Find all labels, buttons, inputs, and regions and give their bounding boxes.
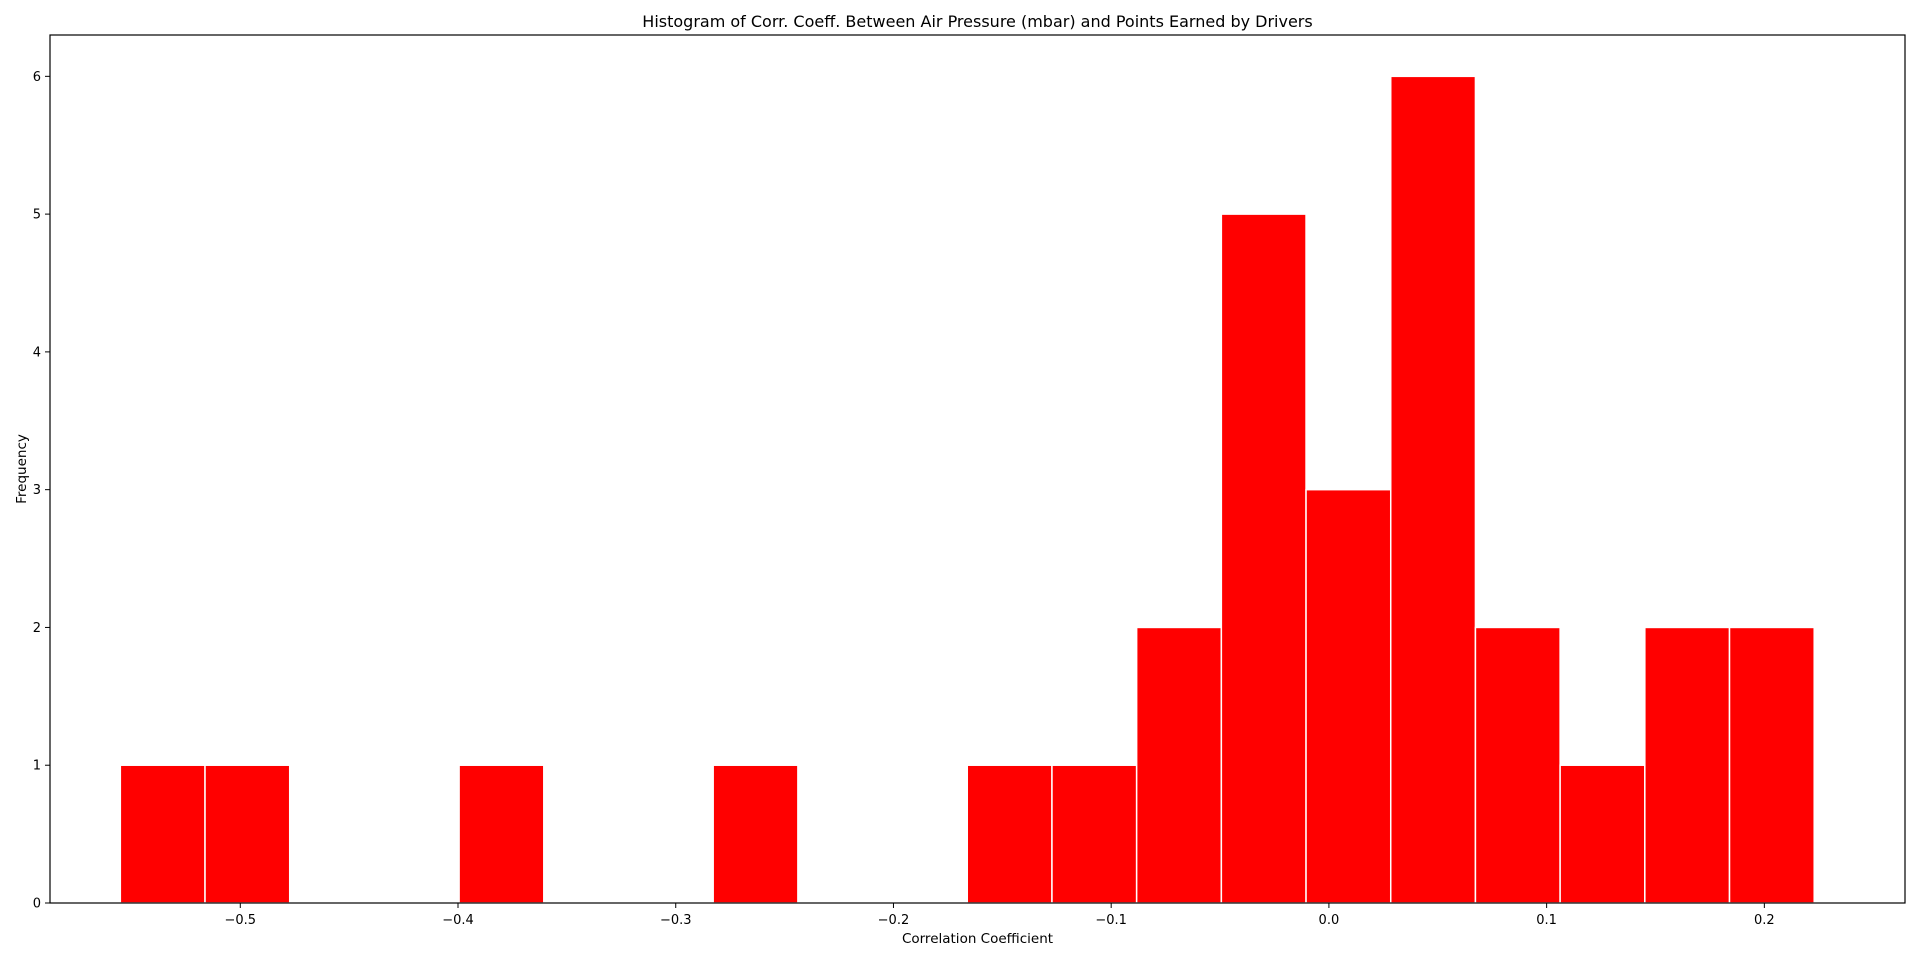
x-tick-label: 0.1 (1536, 913, 1557, 928)
histogram-bar (1728, 626, 1815, 904)
y-tick-label: 4 (33, 345, 41, 360)
histogram-bar (119, 764, 206, 904)
y-tick-label: 6 (33, 70, 41, 85)
x-tick-label: −0.1 (1095, 913, 1127, 928)
histogram-bar (1559, 764, 1646, 904)
x-tick-label: −0.3 (660, 913, 692, 928)
y-tick-label: 2 (33, 621, 41, 636)
y-tick-label: 0 (33, 897, 41, 912)
y-tick-label: 3 (33, 483, 41, 498)
chart-title: Histogram of Corr. Coeff. Between Air Pr… (642, 12, 1312, 31)
x-tick-label: 0.2 (1754, 913, 1775, 928)
histogram-bar (1389, 75, 1477, 904)
y-axis-label: Frequency (14, 434, 30, 504)
x-tick-label: −0.2 (878, 913, 910, 928)
y-tick-label: 1 (33, 759, 41, 774)
histogram-bar (966, 764, 1053, 904)
axes-frame (49, 34, 1906, 904)
histogram-bar (1305, 488, 1392, 904)
histogram-bar (1220, 213, 1307, 904)
histogram-bar (1644, 626, 1731, 904)
bars-group (119, 75, 1815, 904)
histogram-bar (712, 764, 799, 904)
x-axis-label: Correlation Coefficient (902, 931, 1053, 947)
x-axis-ticks: −0.5 −0.4 −0.3 −0.2 −0.1 0.0 0.1 0.2 (225, 903, 1775, 928)
histogram-bar (204, 764, 291, 904)
histogram-bar (1051, 764, 1138, 904)
histogram-bar (1474, 626, 1561, 904)
x-tick-label: −0.4 (442, 913, 474, 928)
histogram-bar (1135, 626, 1223, 904)
y-tick-label: 5 (33, 208, 41, 223)
x-tick-label: 0.0 (1319, 913, 1340, 928)
x-tick-label: −0.5 (225, 913, 257, 928)
y-axis-ticks: 0 1 2 3 4 5 6 (33, 70, 50, 912)
histogram-bar (458, 764, 545, 904)
